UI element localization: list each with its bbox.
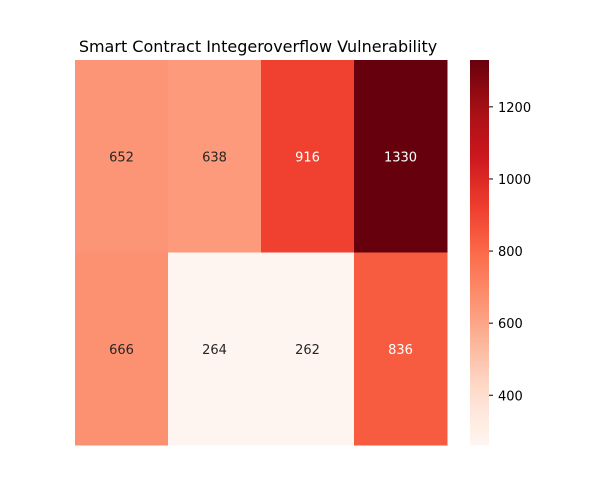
heatmap-cell-r0-c3 bbox=[354, 60, 448, 253]
heatmap-cell-r0-c1 bbox=[168, 60, 262, 253]
heatmap-grid: 652 638 916 1330 666 264 262 836 bbox=[75, 60, 448, 446]
cell-value-r0-c1: 638 bbox=[202, 150, 227, 165]
colorbar-tick-label-600: 600 bbox=[498, 317, 523, 332]
cell-value-r0-c2: 916 bbox=[295, 150, 320, 165]
colorbar-gradient bbox=[470, 60, 489, 445]
colorbar-tick-label-1000: 1000 bbox=[498, 173, 531, 188]
chart-title: Smart Contract Integeroverflow Vulnerabi… bbox=[79, 37, 437, 56]
heatmap-cell-r0-c0 bbox=[75, 60, 169, 253]
heatmap-cell-r0-c2 bbox=[261, 60, 355, 253]
heatmap-cell-r1-c0 bbox=[75, 252, 169, 446]
cell-value-r0-c0: 652 bbox=[109, 150, 134, 165]
cell-value-r1-c3: 836 bbox=[388, 343, 413, 358]
cell-value-r0-c3: 1330 bbox=[384, 150, 417, 165]
colorbar-tick-label-400: 400 bbox=[498, 389, 523, 404]
cell-value-r1-c0: 666 bbox=[109, 343, 134, 358]
colorbar: 400 600 800 1000 1200 bbox=[470, 60, 531, 445]
heatmap-cell-r1-c2 bbox=[261, 252, 355, 446]
colorbar-tick-label-800: 800 bbox=[498, 245, 523, 260]
heatmap-cell-r1-c1 bbox=[168, 252, 262, 446]
cell-value-r1-c2: 262 bbox=[295, 343, 320, 358]
heatmap-cell-r1-c3 bbox=[354, 252, 448, 446]
cell-value-r1-c1: 264 bbox=[202, 343, 227, 358]
colorbar-tick-label-1200: 1200 bbox=[498, 101, 531, 116]
